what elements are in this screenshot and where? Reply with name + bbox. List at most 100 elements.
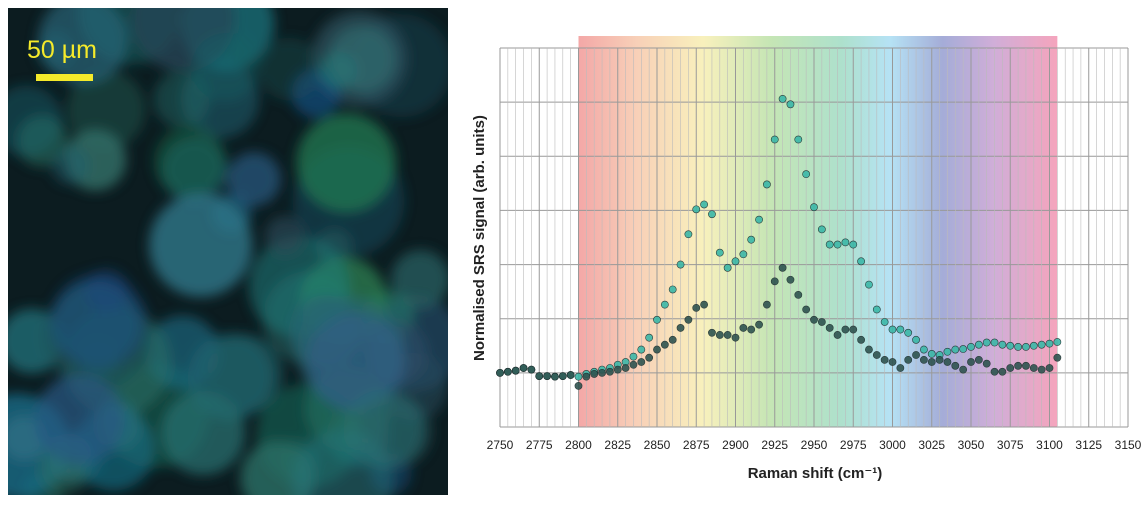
data-point <box>559 373 566 380</box>
data-point <box>536 373 543 380</box>
data-point <box>912 336 919 343</box>
data-point <box>1038 341 1045 348</box>
data-point <box>716 249 723 256</box>
data-point <box>944 348 951 355</box>
data-point <box>810 204 817 211</box>
data-point <box>787 276 794 283</box>
data-point <box>771 136 778 143</box>
chart: Normalised SRS signal (arb. units) Raman… <box>471 36 1142 482</box>
data-point <box>685 231 692 238</box>
cell <box>51 146 89 184</box>
data-point <box>936 356 943 363</box>
figure: 50 µm Normalised SRS signal (arb. units)… <box>0 0 1144 503</box>
data-point <box>646 354 653 361</box>
data-point <box>512 367 519 374</box>
data-point <box>779 264 786 271</box>
data-point <box>551 373 558 380</box>
data-point <box>520 364 527 371</box>
data-point <box>693 206 700 213</box>
data-point <box>850 326 857 333</box>
data-point <box>732 334 739 341</box>
data-point <box>755 216 762 223</box>
data-point <box>544 373 551 380</box>
data-point <box>575 382 582 389</box>
data-point <box>999 341 1006 348</box>
data-point <box>591 370 598 377</box>
data-point <box>1015 343 1022 350</box>
data-point <box>677 324 684 331</box>
data-point <box>677 261 684 268</box>
data-point <box>1015 362 1022 369</box>
data-point <box>881 356 888 363</box>
data-point <box>787 101 794 108</box>
y-axis-label: Normalised SRS signal (arb. units) <box>471 115 488 361</box>
data-point <box>873 306 880 313</box>
data-point <box>630 361 637 368</box>
data-point <box>983 339 990 346</box>
data-point <box>952 362 959 369</box>
cell <box>205 334 284 413</box>
x-tick-label: 2825 <box>604 438 631 452</box>
data-point <box>881 318 888 325</box>
data-point <box>606 368 613 375</box>
data-point <box>638 346 645 353</box>
data-point <box>944 358 951 365</box>
data-point <box>763 181 770 188</box>
data-point <box>1030 342 1037 349</box>
data-point <box>496 369 503 376</box>
data-point <box>638 358 645 365</box>
data-point <box>818 226 825 233</box>
data-point <box>630 353 637 360</box>
cell <box>50 273 147 370</box>
data-point <box>1007 364 1014 371</box>
data-point <box>1054 338 1061 345</box>
data-point <box>842 239 849 246</box>
x-tick-label: 2875 <box>683 438 710 452</box>
data-point <box>583 373 590 380</box>
data-point <box>991 368 998 375</box>
data-point <box>701 301 708 308</box>
x-tick-label: 2850 <box>644 438 671 452</box>
data-point <box>850 241 857 248</box>
cell <box>296 113 396 213</box>
data-point <box>999 368 1006 375</box>
data-point <box>598 369 605 376</box>
cell <box>35 375 125 465</box>
data-point <box>1022 343 1029 350</box>
x-tick-label: 2950 <box>801 438 828 452</box>
x-tick-label: 2975 <box>840 438 867 452</box>
data-point <box>967 343 974 350</box>
data-point <box>771 278 778 285</box>
x-axis-label: Raman shift (cm⁻¹) <box>748 465 883 482</box>
data-point <box>873 351 880 358</box>
data-point <box>952 346 959 353</box>
data-point <box>1007 342 1014 349</box>
page: {"image": {"scale_bar_label": "50 µm"}, … <box>0 0 1144 503</box>
highlight-band <box>579 36 1058 427</box>
scale-bar-label: 50 µm <box>27 36 97 64</box>
data-point <box>740 251 747 258</box>
data-point <box>622 364 629 371</box>
data-point <box>763 301 770 308</box>
data-point <box>669 336 676 343</box>
data-point <box>701 201 708 208</box>
data-point <box>912 351 919 358</box>
scale-bar <box>36 74 93 81</box>
x-tick-label: 3150 <box>1115 438 1142 452</box>
data-point <box>975 341 982 348</box>
data-point <box>732 258 739 265</box>
data-point <box>528 366 535 373</box>
x-tick-label: 2775 <box>526 438 553 452</box>
x-tick-label: 3125 <box>1075 438 1102 452</box>
cell <box>149 194 252 297</box>
data-point <box>865 281 872 288</box>
data-point <box>897 326 904 333</box>
data-point <box>755 321 762 328</box>
data-point <box>724 264 731 271</box>
data-point <box>967 358 974 365</box>
x-tick-label: 3050 <box>958 438 985 452</box>
data-point <box>567 371 574 378</box>
data-point <box>1030 364 1037 371</box>
data-point <box>920 346 927 353</box>
data-point <box>818 318 825 325</box>
